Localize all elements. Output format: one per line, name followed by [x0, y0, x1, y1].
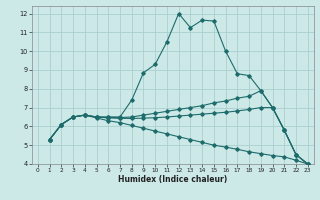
X-axis label: Humidex (Indice chaleur): Humidex (Indice chaleur) [118, 175, 228, 184]
